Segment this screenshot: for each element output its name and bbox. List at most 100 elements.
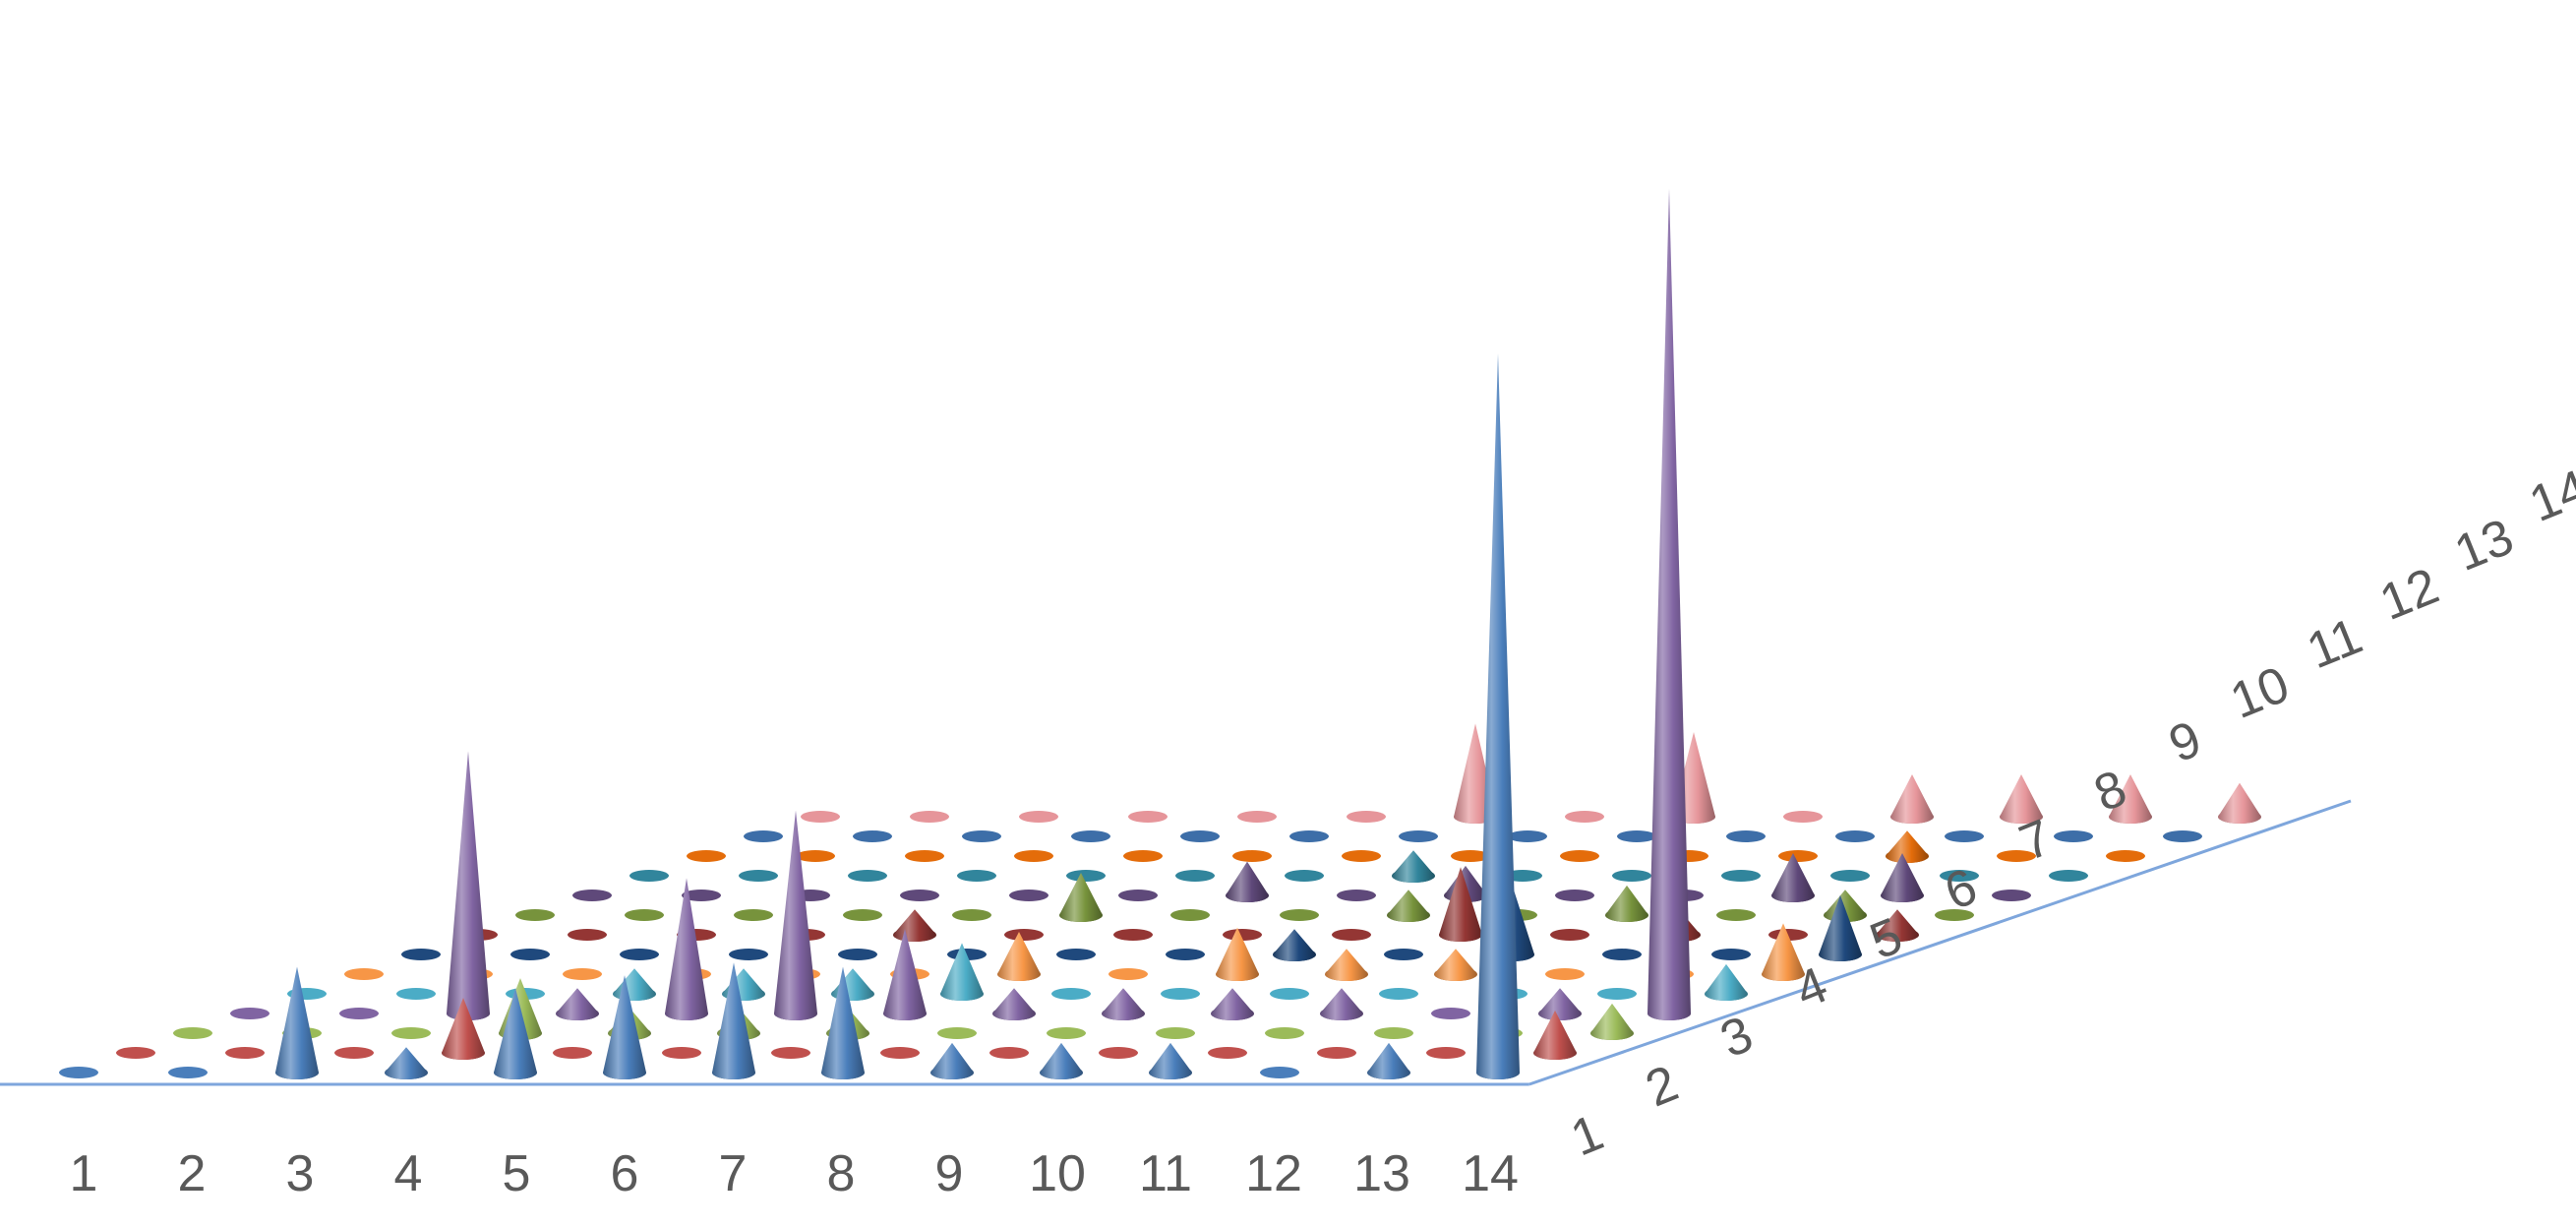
depth-tick-label: 7 [2011,809,2060,873]
depth-tick-label: 14 [2522,460,2576,533]
zero-value-mark [620,949,659,960]
zero-value-mark [1237,811,1277,823]
cone-mark [1325,949,1368,981]
cone-mark [1216,927,1259,981]
zero-value-mark [682,890,721,901]
zero-value-mark [1451,850,1490,862]
cone-mark [1059,873,1103,922]
x-tick-label: 13 [1353,1145,1410,1202]
zero-value-mark [1099,1047,1138,1059]
cone-mark [1771,853,1815,902]
zero-value-mark [1161,988,1200,1000]
zero-value-mark [1617,830,1656,842]
zero-value-mark [1047,1027,1086,1039]
cone-mark [1533,1011,1577,1060]
x-tick-label: 8 [827,1145,856,1202]
zero-value-mark [116,1047,155,1059]
cone-mark [1819,894,1862,961]
zero-value-mark [1175,870,1215,882]
depth-tick-label: 11 [2300,607,2370,680]
depth-tick-label: 2 [1638,1055,1686,1119]
cone-mark [1392,850,1435,883]
zero-value-mark [1166,949,1205,960]
depth-tick-label: 4 [1787,956,1835,1020]
zero-value-mark [1716,909,1756,921]
zero-value-mark [957,870,996,882]
zero-value-mark [173,1027,212,1039]
zero-value-mark [1260,1067,1299,1078]
zero-value-mark [1783,811,1823,823]
zero-value-mark [1426,1047,1466,1059]
zero-value-mark [568,929,607,941]
zero-value-mark [230,1008,270,1019]
x-tick-label: 14 [1462,1145,1519,1202]
zero-value-mark [1565,811,1604,823]
zero-value-mark [334,1047,374,1059]
zero-value-mark [687,850,726,862]
zero-value-mark [962,830,1001,842]
zero-value-mark [910,811,949,823]
zero-value-mark [843,909,882,921]
zero-value-mark [1071,830,1110,842]
zero-value-mark [1128,811,1168,823]
zero-value-mark [1285,870,1324,882]
cone-mark [603,975,646,1079]
zero-value-mark [401,949,441,960]
zero-value-mark [1317,1047,1356,1059]
cone-mark [821,966,865,1079]
cone-mark [2109,774,2152,824]
zero-value-mark [771,1047,810,1059]
zero-value-mark [515,909,555,921]
cone-mark [1762,923,1805,981]
cone-mark [1040,1042,1083,1079]
cone-mark [1320,988,1363,1020]
zero-value-mark [1835,830,1875,842]
cone-mark [1102,988,1145,1020]
zero-value-mark [1270,988,1309,1000]
zero-value-mark [1332,929,1371,941]
cone-mark [1876,909,1919,942]
cone-mark [1367,1042,1410,1079]
cone-mark [1273,929,1316,961]
zero-value-mark [391,1027,431,1039]
cone-mark [1881,853,1924,902]
zero-value-mark [1545,968,1585,980]
cone-mark [442,998,485,1060]
zero-value-mark [1208,1047,1247,1059]
cone-mark [1590,1003,1634,1040]
zero-value-mark [1384,949,1423,960]
x-tick-label: 3 [286,1145,315,1202]
zero-value-mark [1156,1027,1195,1039]
depth-tick-label: 3 [1712,1006,1761,1070]
zero-value-mark [729,949,768,960]
cone-mark [883,929,927,1020]
cone-mark [494,988,537,1079]
zero-value-mark [848,870,887,882]
zero-value-mark [853,830,892,842]
cone-mark [930,1042,974,1079]
zero-value-mark [662,1047,701,1059]
depth-tick-label: 10 [2223,656,2297,730]
zero-value-mark [838,949,877,960]
zero-value-mark [1014,850,1053,862]
zero-value-mark [1051,988,1091,1000]
cone-mark [712,962,755,1079]
zero-value-mark [1721,870,1761,882]
cone-mark [385,1047,428,1079]
cone-marks [59,188,2261,1079]
cone-mark [1211,988,1254,1020]
zero-value-mark [1508,830,1547,842]
x-tick-label: 2 [178,1145,207,1202]
zero-value-mark [796,850,835,862]
zero-value-mark [1550,929,1589,941]
x-tick-labels: 1 2 3 4 5 6 7 8 9 10 11 12 13 14 [70,1145,1519,1202]
cone-mark [893,909,936,942]
zero-value-mark [905,850,944,862]
zero-value-mark [1342,850,1381,862]
zero-value-mark [1118,890,1158,901]
zero-value-mark [629,870,669,882]
zero-value-mark [59,1067,98,1078]
